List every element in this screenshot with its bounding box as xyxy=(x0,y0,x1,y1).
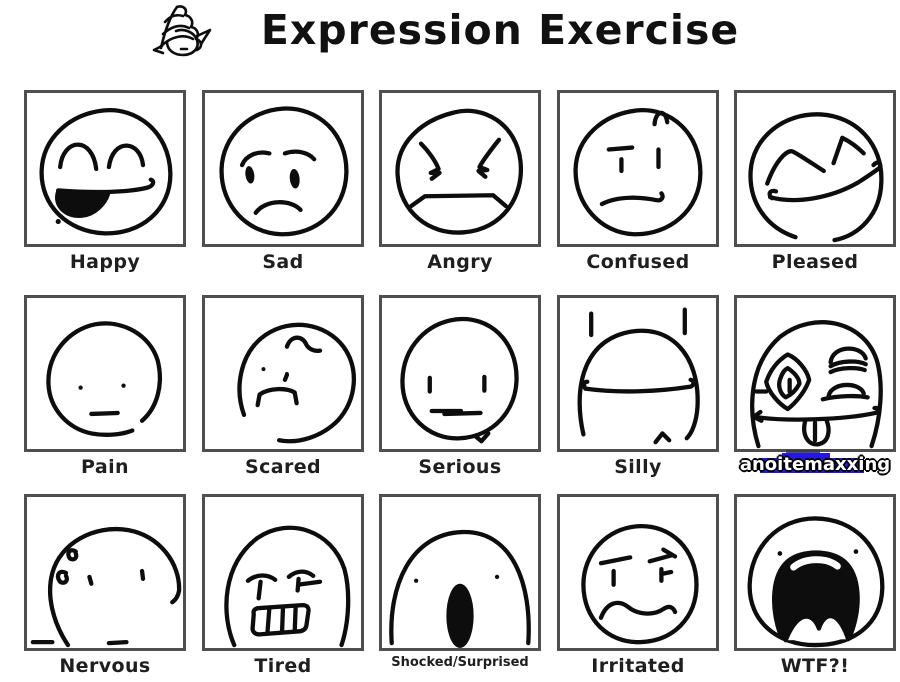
confused-face-box xyxy=(557,90,719,247)
angry-face-box xyxy=(379,90,541,247)
hidden-label-remnant xyxy=(786,450,820,454)
expression-cell-nervous: Nervous xyxy=(24,494,186,677)
cell-label-irritated: Irritated xyxy=(591,655,685,677)
sad-face-box xyxy=(202,90,364,247)
cell-label-tired: Tired xyxy=(254,655,312,677)
serious-face-box xyxy=(379,295,541,452)
nervous-face-drawing xyxy=(30,527,182,648)
expression-cell-serious: Serious xyxy=(379,295,541,478)
pain-face-box xyxy=(24,295,186,452)
tired-face-drawing xyxy=(224,525,351,648)
expression-cell-irritated: Irritated xyxy=(557,494,719,677)
expression-cell-scared: Scared xyxy=(202,295,364,478)
expression-cell-wtf: WTF?! xyxy=(734,494,896,677)
cell-label-shocked-surprised: Shocked/Surprised xyxy=(391,655,529,670)
pleased-face-box xyxy=(734,90,896,247)
scared-face-box xyxy=(202,295,364,452)
nervous-face-box xyxy=(24,494,186,651)
pain-face-drawing xyxy=(46,321,162,437)
cell-label-pain: Pain xyxy=(81,456,129,478)
watermark-highlight xyxy=(760,458,864,473)
silly-face-drawing xyxy=(577,307,700,445)
cell-label-wtf: WTF?! xyxy=(780,655,850,677)
expression-cell-tired: Tired xyxy=(202,494,364,677)
wtf-face-drawing xyxy=(747,516,885,648)
irritated-face-box xyxy=(557,494,719,651)
crazy-tongue-face-drawing xyxy=(750,320,883,449)
pleased-face-drawing xyxy=(748,112,884,243)
watermark-highlight-notch xyxy=(782,453,830,460)
angry-face-drawing xyxy=(395,108,524,235)
page-title: Expression Exercise xyxy=(260,6,740,54)
cell-label-sad: Sad xyxy=(262,251,304,273)
confused-face-drawing xyxy=(573,108,703,237)
cell-label-pleased: Pleased xyxy=(771,251,859,273)
cell-label-nervous: Nervous xyxy=(59,655,151,677)
irritated-face-drawing xyxy=(581,524,699,645)
expression-cell-pleased: Pleased xyxy=(734,90,896,273)
shocked-surprised-face-drawing xyxy=(389,529,531,648)
scared-face-drawing xyxy=(237,322,356,444)
cell-label-confused: Confused xyxy=(586,251,690,273)
cell-label-happy: Happy xyxy=(69,251,141,273)
watermark: anoitemaxxing xyxy=(734,450,896,478)
expression-cell-pain: Pain xyxy=(24,295,186,478)
shocked-face-box xyxy=(379,494,541,651)
expression-cell-crazy: anoitemaxxing xyxy=(734,295,896,478)
crazy-face-box xyxy=(734,295,896,452)
expression-cell-shocked: Shocked/Surprised xyxy=(379,494,541,670)
expression-cell-sad: Sad xyxy=(202,90,364,273)
wtf-face-box xyxy=(734,494,896,651)
cell-label-scared: Scared xyxy=(244,456,322,478)
happy-face-drawing xyxy=(39,108,173,236)
expression-cell-happy: Happy xyxy=(24,90,186,273)
sad-face-drawing xyxy=(219,106,349,237)
expression-cell-silly: Silly xyxy=(557,295,719,478)
expression-cell-confused: Confused xyxy=(557,90,719,273)
tired-face-box xyxy=(202,494,364,651)
silly-face-box xyxy=(557,295,719,452)
cell-label-angry: Angry xyxy=(427,251,493,273)
serious-face-drawing xyxy=(400,316,519,444)
cell-label-serious: Serious xyxy=(418,456,502,478)
expression-cell-angry: Angry xyxy=(379,90,541,273)
happy-face-box xyxy=(24,90,186,247)
snail-doodle-icon xyxy=(152,5,212,57)
watermark-text: anoitemaxxing xyxy=(739,454,891,475)
cell-label-silly: Silly xyxy=(614,456,662,478)
